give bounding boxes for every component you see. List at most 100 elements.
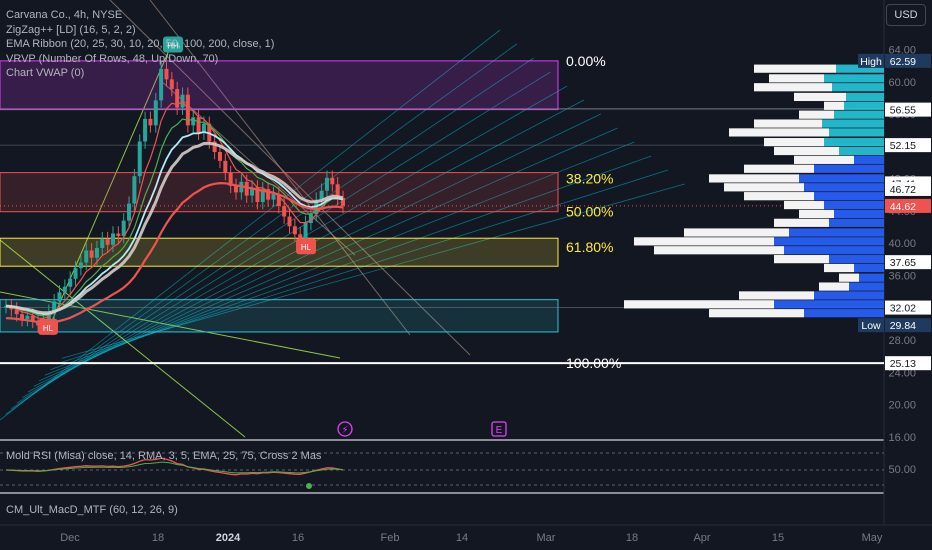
price-axis-tick: 20.00	[888, 400, 916, 412]
legend-zigzag[interactable]: ZigZag++ [LD] (16, 5, 2, 2)	[6, 23, 136, 36]
macd-pane-label[interactable]: CM_Ult_MacD_MTF (60, 12, 26, 9)	[6, 504, 178, 516]
volume-profile-row	[744, 164, 814, 173]
candle-body	[196, 117, 201, 133]
time-axis-tick: Dec	[60, 532, 80, 544]
price-label	[885, 300, 931, 315]
vwap-line	[5, 141, 344, 315]
volume-profile-row	[774, 237, 884, 246]
volume-profile-row	[829, 128, 884, 137]
volume-profile-row	[836, 64, 884, 73]
time-axis-tick: Mar	[537, 532, 556, 544]
volume-profile-row	[799, 209, 834, 219]
price-label-text: 32.02	[890, 303, 916, 315]
chart-legend: Carvana Co., 4h, NYSE ZigZag++ [LD] (16,…	[6, 8, 274, 81]
price-axis-tick: 16.00	[888, 432, 916, 444]
fib-zone-top	[0, 60, 559, 111]
candle-body	[212, 141, 217, 152]
volume-profile-row	[829, 255, 884, 264]
volume-profile-row	[854, 155, 884, 164]
volume-profile-row	[804, 183, 884, 192]
volume-profile-row	[634, 237, 774, 246]
volume-profile-row	[794, 92, 846, 102]
price-label	[885, 255, 931, 270]
legend-vwap[interactable]: Chart VWAP (0)	[6, 67, 85, 79]
ema-fast-line	[5, 100, 344, 320]
volume-profile-row	[799, 174, 884, 183]
candle-body	[201, 123, 206, 133]
time-axis-tick: Feb	[381, 532, 400, 544]
legend-symbol[interactable]: Carvana Co., 4h, NYSE	[6, 9, 123, 21]
ema-200-line	[5, 181, 344, 324]
price-axis-tick: 64.00	[888, 45, 916, 57]
time-axis-tick: 14	[456, 532, 468, 544]
lightning-icon	[337, 421, 353, 437]
candle-body	[319, 190, 324, 200]
candle-body	[330, 177, 335, 185]
price-label	[885, 356, 931, 371]
price-label-text: 25.13	[890, 358, 916, 370]
time-axis-tick: Apr	[693, 532, 710, 544]
currency-button[interactable]: USD	[886, 4, 926, 26]
volume-profile-row	[814, 192, 884, 201]
time-axis-tick: May	[862, 532, 883, 544]
legend-ema-ribbon[interactable]: EMA Ribbon (20, 25, 30, 10, 20, 50, 100,…	[6, 38, 275, 50]
volume-profile-row	[859, 273, 884, 282]
candle-body	[276, 193, 281, 207]
candle-body	[260, 189, 265, 203]
candle-body	[250, 187, 255, 196]
price-label-tag	[858, 53, 884, 68]
volume-profile-row	[822, 119, 884, 128]
volume-profile-row	[846, 92, 884, 102]
price-label-tag-text: Low	[861, 320, 881, 332]
zigzag-marker	[38, 318, 58, 335]
price-label-text: 62.59	[890, 56, 916, 68]
zigzag-marker	[296, 238, 316, 255]
volume-profile-row	[684, 228, 789, 237]
candle-body	[217, 151, 222, 161]
price-label	[885, 53, 931, 68]
candle-body	[335, 184, 340, 198]
price-label-text: 37.65	[890, 257, 916, 269]
candle-body	[234, 185, 239, 193]
legend-vrvp[interactable]: VRVP (Number Of Rows, 48, Up/Down, 70)	[6, 52, 219, 65]
volume-profile-row	[754, 119, 822, 128]
volume-profile-row	[784, 200, 824, 210]
candle-body	[121, 220, 126, 236]
trendline-green	[0, 239, 246, 438]
candle-body	[153, 100, 158, 126]
price-label	[885, 102, 931, 117]
candle-body	[14, 309, 19, 315]
price-label	[885, 181, 931, 196]
channel-down-line	[149, 0, 411, 336]
fib-zone-bottom	[0, 299, 559, 333]
volume-profile-row	[849, 282, 884, 291]
fib-label-3: 61.80%	[566, 239, 613, 255]
candle-body	[84, 250, 89, 263]
volume-profile-row	[799, 110, 834, 119]
volume-profile-row	[774, 255, 829, 264]
volume-profile-row	[819, 282, 849, 291]
price-axis-tick: 24.00	[888, 367, 916, 379]
candle-body	[132, 176, 137, 204]
rsi-pane-label[interactable]: Mold RSI (Misa) close, 14, RMA, 3, 5, EM…	[6, 450, 322, 462]
volume-profile-row	[832, 83, 884, 92]
candle-body	[191, 117, 196, 126]
candle-body	[127, 203, 132, 221]
candle-body	[228, 172, 233, 186]
volume-profile-row	[724, 183, 804, 192]
volume-profile-row	[844, 101, 884, 110]
time-axis-tick: 2024	[216, 532, 241, 544]
volume-profile-row	[824, 74, 884, 83]
candle-body	[30, 315, 35, 321]
time-axis-tick: 16	[292, 532, 304, 544]
price-label-text: 56.55	[890, 105, 916, 117]
volume-profile-row	[654, 246, 784, 255]
price-label	[885, 198, 931, 213]
fib-zone-618	[0, 237, 559, 267]
candle-body	[303, 223, 308, 239]
fib-label-2: 50.00%	[566, 204, 613, 220]
ema-slow-line	[5, 131, 344, 316]
candle-body	[25, 315, 30, 320]
volume-profile-row	[624, 300, 774, 309]
